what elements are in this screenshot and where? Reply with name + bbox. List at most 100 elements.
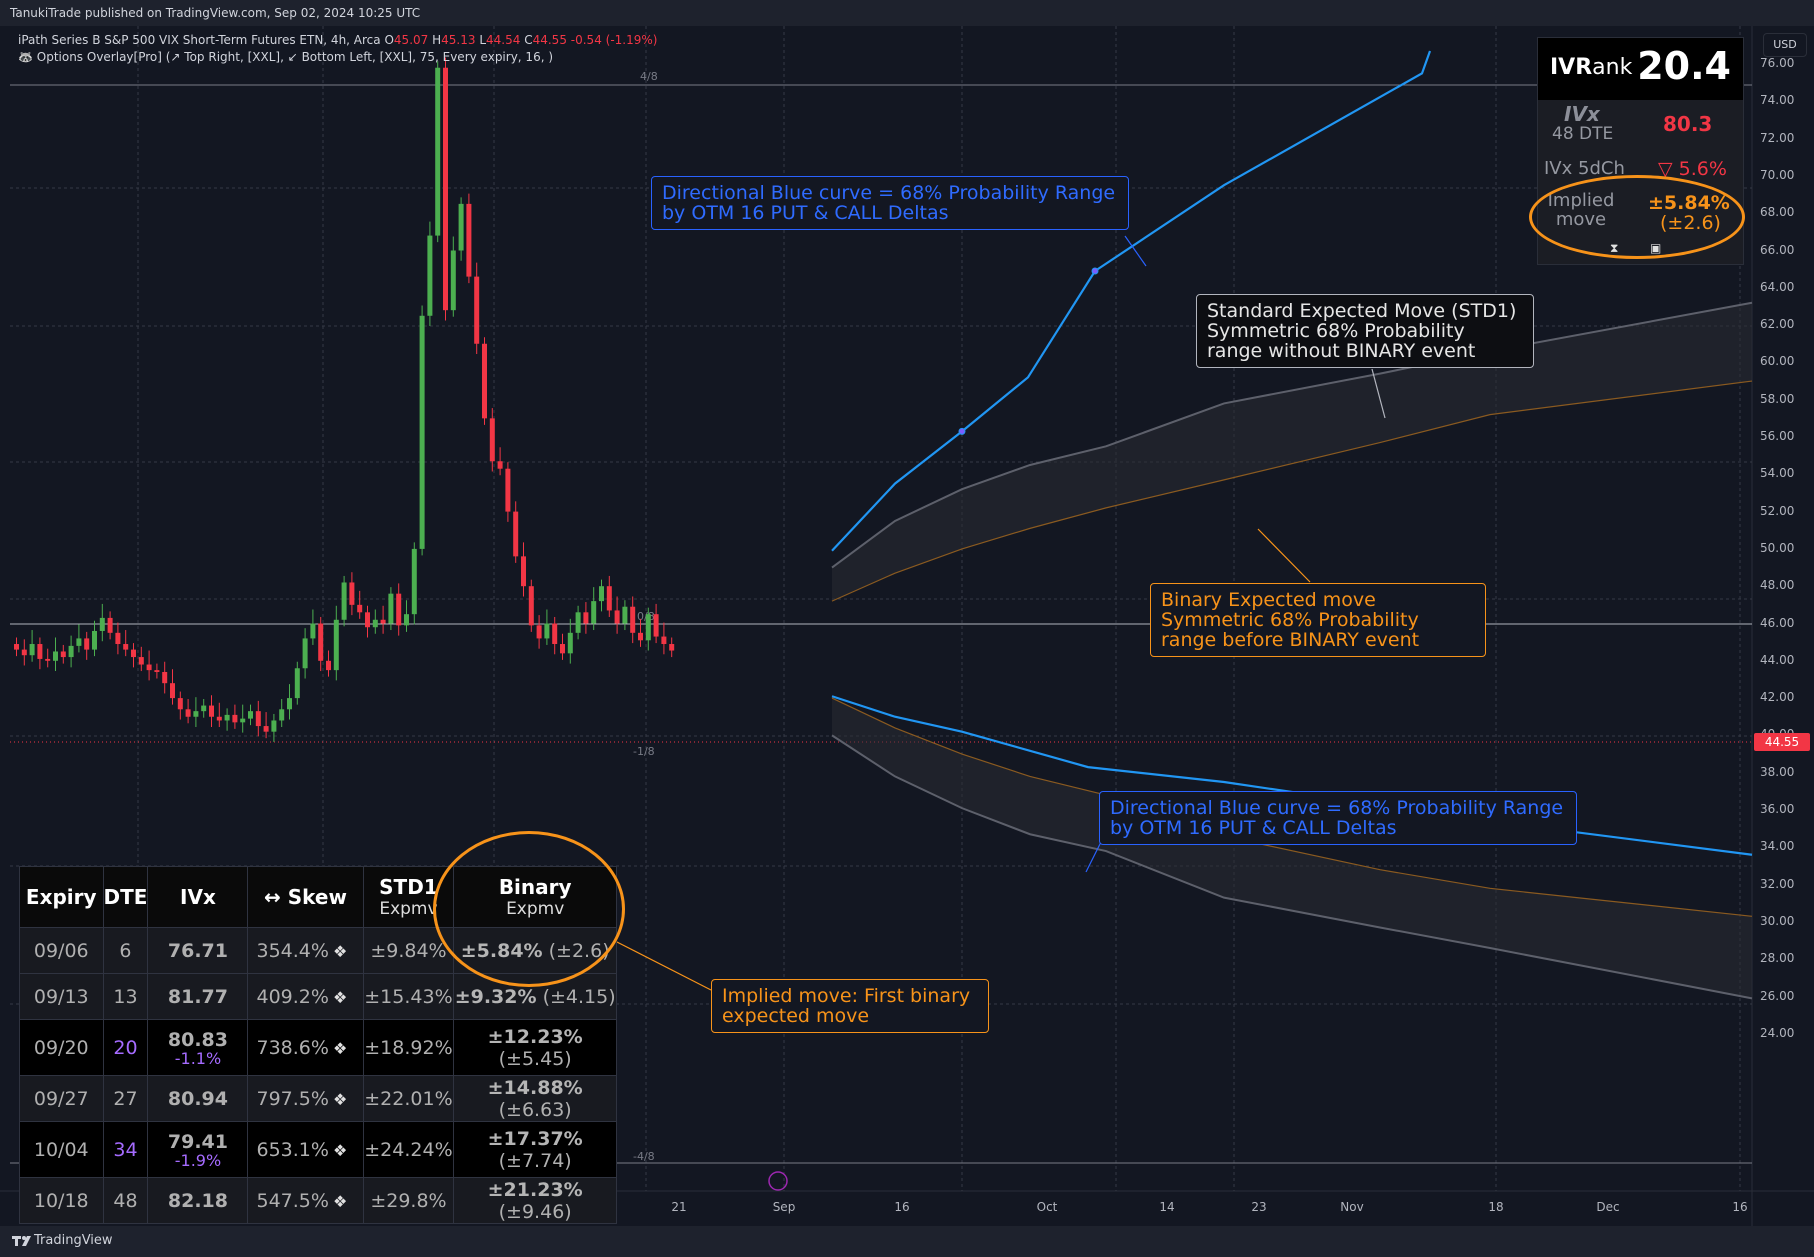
- candle-body: [45, 658, 51, 661]
- price-tick: 24.00: [1760, 1025, 1795, 1040]
- currency-button[interactable]: USD: [1763, 33, 1807, 57]
- candle-body: [552, 623, 558, 645]
- fib-label: -1/8: [633, 745, 655, 758]
- time-tick: 16: [1732, 1200, 1748, 1214]
- price-tick: 38.00: [1760, 764, 1795, 779]
- candle-body: [53, 651, 58, 661]
- cell-ivx: 81.77: [147, 973, 249, 1020]
- header-ivx: IVx: [147, 866, 249, 928]
- candle-body: [388, 593, 394, 624]
- price-tick: 42.00: [1760, 690, 1795, 705]
- candle-body: [271, 720, 277, 732]
- candle-body: [606, 586, 612, 611]
- candle-body: [232, 714, 238, 723]
- candle-body: [497, 461, 503, 469]
- candle-body: [21, 649, 27, 656]
- candle-body: [146, 664, 152, 671]
- candle-body: [622, 606, 628, 624]
- cell-binary: ±14.88% (±6.63): [453, 1075, 617, 1122]
- callout-pointer-blue-top: [1124, 235, 1147, 267]
- ivx-dte: 48 DTE: [1552, 124, 1614, 144]
- price-tick: 48.00: [1760, 578, 1795, 593]
- candle-body: [310, 623, 316, 639]
- candle-body: [505, 468, 511, 512]
- callout-pointer-blue-bottom: [1085, 839, 1103, 873]
- skew-fire-icon: ❖: [332, 1140, 348, 1160]
- candle-body: [427, 235, 433, 316]
- candle-body: [60, 651, 66, 658]
- cell-ivx: 80.94: [147, 1075, 249, 1122]
- skew-fire-icon: ❖: [332, 1038, 348, 1058]
- cell-skew: 738.6% ❖: [247, 1019, 364, 1076]
- candle-body: [349, 582, 355, 605]
- time-tick: 14: [1159, 1200, 1175, 1214]
- time-tick: Sep: [772, 1200, 796, 1214]
- tradingview-logo-icon: [12, 1236, 31, 1246]
- cell-expiry: 10/04: [19, 1121, 104, 1178]
- expiry-marker: [1091, 267, 1099, 275]
- price-tick: 68.00: [1760, 205, 1795, 220]
- candle-body: [653, 614, 659, 637]
- table-row: 10/04 34 79.41 -1.9% 653.1% ❖ ±24.24% ±17.37% (…: [19, 1121, 617, 1178]
- price-tick: 72.00: [1760, 130, 1795, 145]
- cell-skew: 547.5% ❖: [247, 1177, 364, 1224]
- cell-ivx-change: -1.9%: [174, 1150, 222, 1170]
- candle-body: [458, 203, 464, 251]
- cell-dte: 6: [102, 927, 149, 974]
- callout-pointer-binary: [1257, 528, 1311, 583]
- candle-body: [287, 698, 292, 710]
- ivrank-label: IVRank: [1550, 55, 1633, 80]
- fib-label: -4/8: [633, 1150, 655, 1163]
- price-tick: 60.00: [1760, 354, 1795, 369]
- open-value: 45.07: [393, 33, 429, 47]
- cell-expiry: 09/06: [19, 927, 104, 974]
- time-tick: Dec: [1596, 1200, 1620, 1214]
- cell-skew: 797.5% ❖: [247, 1075, 364, 1122]
- table-row: 09/20 20 80.83 -1.1% 738.6% ❖ ±18.92% ±12.23% (…: [19, 1019, 617, 1076]
- cell-expiry: 10/18: [19, 1177, 104, 1224]
- publisher-bar: TanukiTrade published on TradingView.com…: [0, 0, 1814, 26]
- cell-std1: ±29.8%: [362, 1177, 455, 1224]
- candle-body: [37, 644, 43, 659]
- indicator-legend[interactable]: 🦝 Options Overlay[Pro] (↗ Top Right, [XX…: [18, 50, 554, 64]
- binary-upper-curve: [831, 380, 1753, 602]
- candle-body: [185, 709, 191, 717]
- low-value: 44.54: [486, 33, 521, 47]
- skew-fire-icon: ❖: [332, 1089, 348, 1109]
- candle-body: [630, 606, 636, 633]
- candle-body: [591, 601, 597, 624]
- price-tick: 54.00: [1760, 466, 1795, 481]
- time-tick: Nov: [1340, 1200, 1364, 1214]
- candle-body: [92, 630, 97, 650]
- candle-body: [255, 711, 261, 727]
- cell-ivx: 76.71: [147, 927, 249, 974]
- fib-label: 4/8: [640, 70, 658, 83]
- candle-body: [240, 718, 246, 723]
- candle-body: [99, 617, 105, 631]
- candle-body: [419, 315, 425, 549]
- candle-body: [14, 644, 19, 650]
- candle-body: [216, 716, 222, 721]
- std-band-lower-fill: [832, 698, 1752, 999]
- candle-body: [201, 705, 207, 712]
- cell-std1: ±15.43%: [362, 973, 455, 1020]
- candle-body: [333, 619, 339, 671]
- candle-body: [521, 556, 526, 587]
- candle-body: [411, 548, 417, 615]
- cell-binary: ±12.23% (±5.45): [453, 1019, 617, 1076]
- candle-body: [567, 632, 573, 654]
- price-tick: 26.00: [1760, 988, 1795, 1003]
- time-tick: 23: [1251, 1200, 1267, 1214]
- candle-body: [599, 586, 604, 602]
- cell-expiry: 09/20: [19, 1019, 104, 1076]
- time-tick: 18: [1488, 1200, 1504, 1214]
- cell-std1: ±22.01%: [362, 1075, 455, 1122]
- candle-body: [669, 644, 675, 651]
- candle-body: [396, 593, 402, 626]
- price-tick: 56.00: [1760, 429, 1795, 443]
- time-tick: 16: [894, 1200, 910, 1214]
- candle-body: [404, 614, 409, 626]
- candle-body: [466, 203, 472, 277]
- time-tick: Oct: [1036, 1200, 1058, 1214]
- candle-body: [154, 670, 160, 672]
